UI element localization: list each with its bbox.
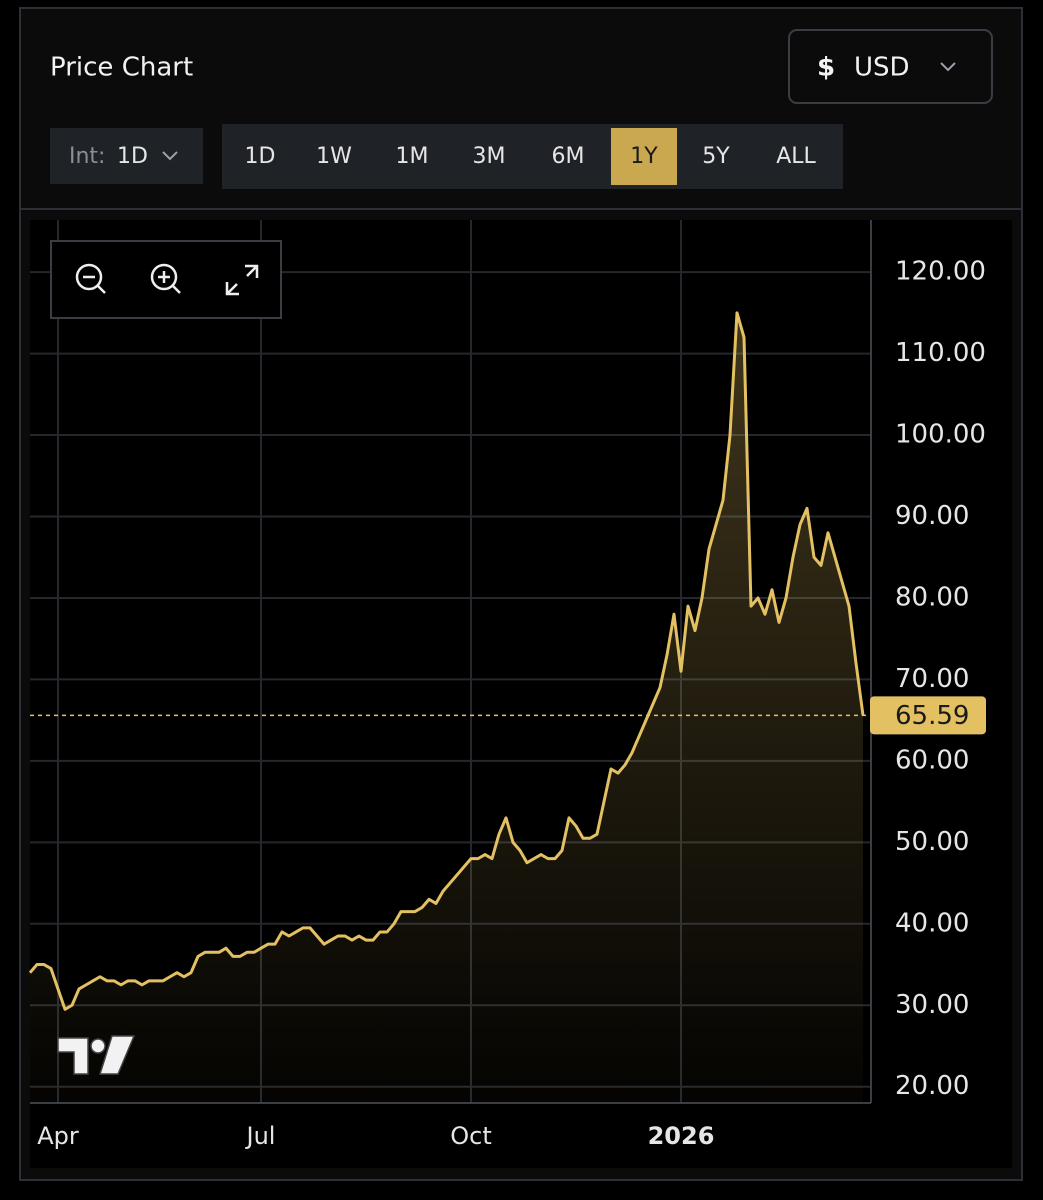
last-price-box: [870, 696, 986, 735]
zoom-toolbar: [50, 240, 282, 319]
y-tick-label: 120.00: [895, 257, 986, 287]
y-tick-label: 30.00: [895, 990, 969, 1020]
panel-title: Price Chart: [50, 53, 193, 83]
x-tick-label: Oct: [450, 1122, 492, 1150]
y-tick-label: 110.00: [895, 338, 986, 368]
interval-box[interactable]: [50, 128, 203, 184]
range-button[interactable]: 1W: [316, 144, 352, 169]
toolbar-box: [50, 240, 282, 319]
y-tick-label: 40.00: [895, 908, 969, 938]
range-button[interactable]: 3M: [473, 144, 506, 169]
x-tick-label: Jul: [245, 1122, 276, 1150]
y-tick-label: 90.00: [895, 501, 969, 531]
currency-dropdown[interactable]: $ USD: [788, 29, 993, 104]
currency-box[interactable]: [788, 29, 993, 104]
range-button[interactable]: ALL: [776, 144, 816, 169]
tradingview-logo: [57, 1035, 136, 1075]
fullscreen[interactable]: [225, 264, 259, 296]
price-area: [30, 312, 863, 1103]
range-button[interactable]: 1D: [245, 144, 276, 169]
range-bar: [222, 124, 843, 189]
range-active-bg[interactable]: [611, 128, 677, 185]
currency-symbol: $: [817, 53, 835, 83]
interval-label: Int:: [69, 144, 105, 169]
y-tick-label: 20.00: [895, 1071, 969, 1101]
range-button[interactable]: 1Y: [630, 144, 658, 169]
interval-value: 1D: [117, 144, 148, 169]
zoom-out[interactable]: [75, 263, 106, 294]
x-tick-label: Apr: [37, 1122, 79, 1150]
price-line: [28, 311, 865, 1011]
interval-dropdown[interactable]: Int: 1D: [50, 128, 203, 184]
y-tick-label: 50.00: [895, 827, 969, 857]
range-buttons: 1D 1W 1M 3M 6M 1Y 5Y ALL: [245, 128, 817, 185]
range-button[interactable]: 5Y: [702, 144, 730, 169]
y-tick-label: 80.00: [895, 582, 969, 612]
last-price-label: 65.59: [895, 701, 969, 731]
y-tick-label: 100.00: [895, 420, 986, 450]
plot: 20.00 30.00 40.00 50.00 60.00 70.00 80.00 90.00…: [28, 220, 986, 1150]
zoom-in[interactable]: [150, 263, 181, 294]
currency-code: USD: [854, 53, 910, 83]
x-tick-label: 2026: [648, 1122, 715, 1150]
range-button[interactable]: 6M: [552, 144, 585, 169]
chevron: [940, 62, 956, 72]
chevron: [162, 151, 178, 161]
y-tick-label: 60.00: [895, 745, 969, 775]
range-button[interactable]: 1M: [396, 144, 429, 169]
y-tick-label: 70.00: [895, 664, 969, 694]
